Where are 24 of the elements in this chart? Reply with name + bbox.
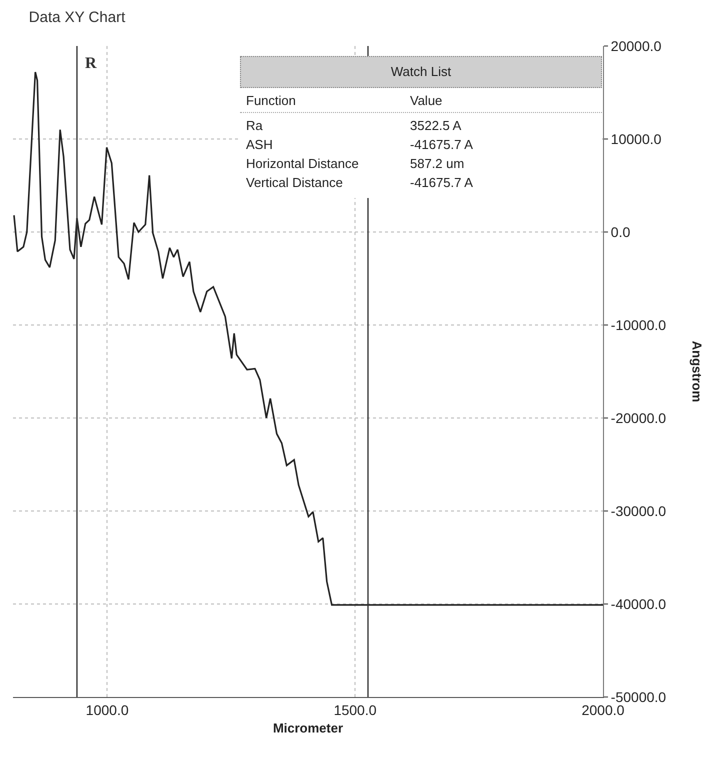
y-tick-label: 0.0 [610, 224, 630, 240]
y-tick-label: -40000.0 [610, 596, 666, 612]
annotation: Function [245, 92, 297, 110]
y-tick-label: -20000.0 [610, 410, 666, 426]
annotation: -41675.7 A [410, 136, 473, 154]
y-axis-title: Angstrom [689, 340, 704, 402]
y-tick-label: -10000.0 [610, 316, 666, 333]
annotation: ASH [245, 136, 274, 154]
x-axis-title: Micrometer [272, 720, 344, 736]
annotation: Vertical Distance [245, 174, 344, 192]
y-tick-label: -30000.0 [610, 502, 666, 519]
y-tick-label: 10000.0 [610, 130, 662, 147]
annotation: 587.2 um [410, 155, 464, 173]
annotation: Value [410, 92, 442, 110]
chart-title: Data XY Chart [28, 8, 126, 26]
annotation: -41675.7 A [410, 174, 473, 192]
y-tick-label: 20000.0 [610, 38, 662, 54]
x-tick-label: 1500.0 [334, 702, 377, 718]
ref-line-label: R [85, 55, 97, 72]
x-tick-label: 1000.0 [86, 702, 129, 718]
annotation: Watch List [240, 56, 602, 88]
annotation: 3522.5 A [410, 117, 462, 135]
annotation: Ra [245, 117, 264, 135]
annotation: Horizontal Distance [245, 155, 360, 173]
